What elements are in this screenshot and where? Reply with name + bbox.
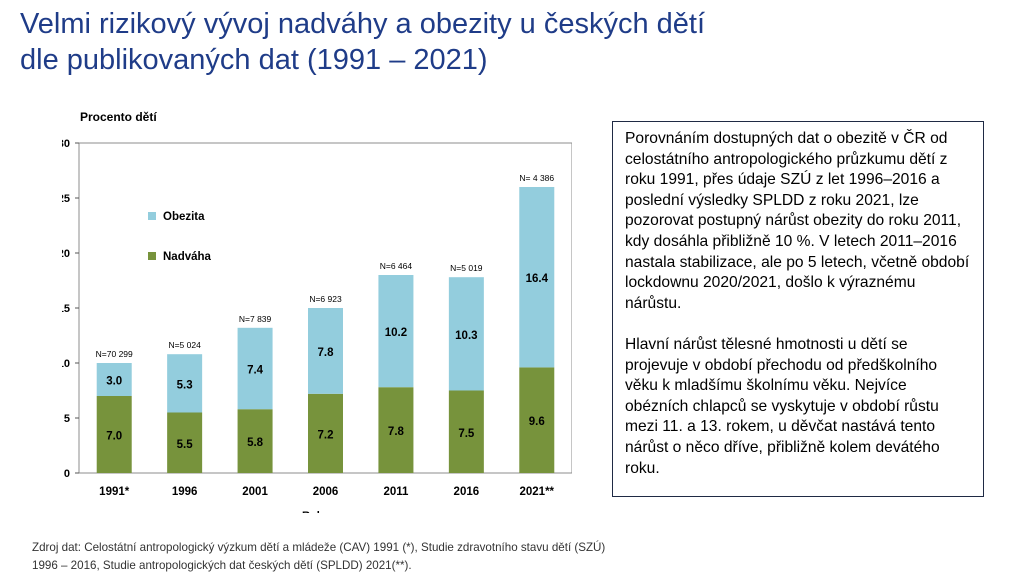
bar-obezita-6 [519, 187, 555, 368]
sample-size-label: N=6 464 [380, 261, 413, 271]
sample-size-label: N=5 024 [168, 340, 201, 350]
sample-size-label: N= 4 386 [519, 173, 554, 183]
data-label-nadváha: 7.8 [388, 426, 405, 438]
data-label-nadváha: 9.6 [529, 416, 545, 428]
bar-nadváha-5 [448, 390, 484, 473]
data-label-obezita: 10.3 [455, 330, 477, 342]
bar-nadváha-1 [167, 412, 203, 473]
data-label-obezita: 7.4 [247, 365, 264, 377]
y-tick-label: 0 [64, 468, 70, 480]
data-label-obezita: 3.0 [106, 376, 122, 388]
y-tick-label: 10 [62, 358, 70, 370]
y-axis-title: Procento dětí [80, 110, 157, 124]
y-tick-label: 15 [62, 303, 70, 315]
x-tick-label: 1996 [172, 486, 198, 498]
x-tick-label: 1991* [99, 486, 130, 498]
bar-obezita-1 [167, 354, 203, 413]
title-line-1: Velmi rizikový vývoj nadváhy a obezity u… [20, 8, 706, 40]
info-paragraph-2: Hlavní nárůst tělesné hmotnosti u dětí s… [625, 335, 940, 477]
x-tick-label: 2011 [383, 486, 409, 498]
source-line-1: Zdroj dat: Celostátní antropologický výz… [32, 541, 606, 554]
source-note: Zdroj dat: Celostátní antropologický výz… [32, 539, 605, 575]
y-tick-label: 20 [62, 248, 70, 260]
legend-label-obezita: Obezita [163, 211, 205, 223]
sample-size-label: N=5 019 [450, 263, 483, 273]
x-tick-label: 2016 [454, 486, 480, 498]
data-label-obezita: 7.8 [318, 347, 335, 359]
bar-obezita-3 [308, 308, 343, 394]
data-label-nadváha: 5.5 [177, 439, 194, 451]
page-title: Velmi rizikový vývoj nadváhy a obezity u… [20, 6, 705, 78]
y-tick-label: 25 [62, 193, 70, 205]
y-tick-label: 5 [64, 413, 70, 425]
data-label-nadváha: 5.8 [247, 437, 264, 449]
data-label-nadváha: 7.5 [458, 428, 475, 440]
legend-swatch-nadváha [148, 252, 156, 260]
legend-label-nadváha: Nadváha [163, 251, 212, 263]
bar-obezita-0 [96, 363, 132, 396]
info-paragraph-1: Porovnáním dostupných dat o obezitě v ČR… [625, 130, 970, 312]
data-label-nadváha: 7.2 [318, 429, 334, 441]
data-label-obezita: 10.2 [385, 327, 407, 339]
bar-nadváha-0 [96, 396, 132, 473]
sample-size-label: N=6 923 [309, 294, 342, 304]
legend-swatch-obezita [148, 212, 156, 220]
bar-nadváha-6 [519, 367, 555, 473]
bar-obezita-4 [378, 275, 414, 388]
data-label-obezita: 16.4 [526, 273, 549, 285]
x-tick-label: 2006 [313, 486, 339, 498]
bar-obezita-2 [237, 327, 273, 410]
chart-container: 0 5 10 15 20 25 30 7.0 3.0 N=70 299 1991* 5.5 5.3 N=5… [62, 128, 572, 513]
sample-size-label: N=7 839 [239, 314, 272, 324]
x-axis-title: Roky [302, 510, 330, 513]
bar-obezita-5 [448, 277, 484, 391]
info-box: Porovnáním dostupných dat o obezitě v ČR… [612, 121, 984, 497]
data-label-nadváha: 7.0 [106, 431, 122, 443]
y-tick-label: 30 [62, 138, 70, 150]
bar-nadváha-2 [237, 409, 273, 473]
x-tick-label: 2001 [242, 486, 268, 498]
source-line-2: 1996 – 2016, Studie antropologických dat… [32, 559, 412, 572]
title-line-2: dle publikovaných dat (1991 – 2021) [20, 44, 488, 76]
bar-nadváha-4 [378, 387, 414, 473]
bar-nadváha-3 [308, 393, 343, 473]
sample-size-label: N=70 299 [96, 349, 133, 359]
stacked-bar-chart: 0 5 10 15 20 25 30 7.0 3.0 N=70 299 1991* 5.5 5.3 N=5… [62, 138, 572, 513]
x-tick-label: 2021** [520, 486, 555, 498]
data-label-obezita: 5.3 [177, 379, 193, 391]
